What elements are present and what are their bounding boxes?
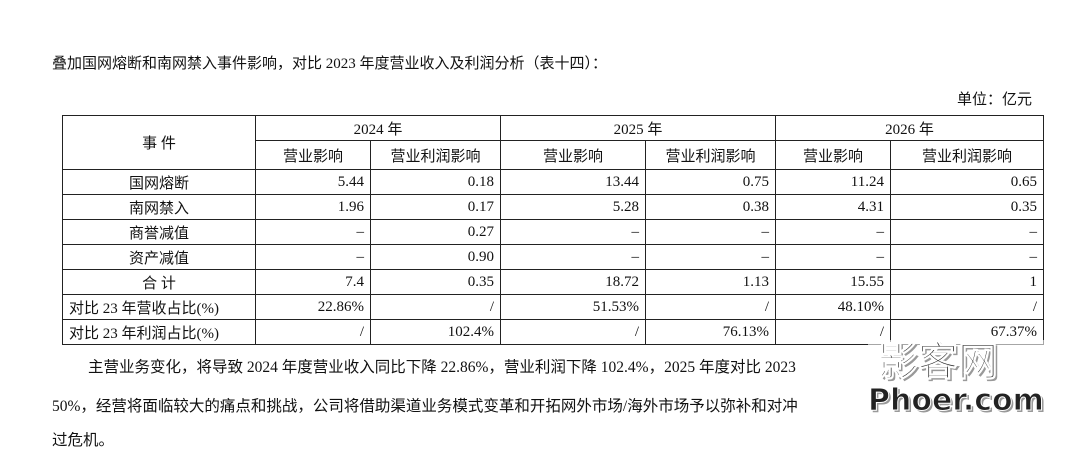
table-row: 南网禁入 1.96 0.17 5.28 0.38 4.31 0.35 [62, 194, 1044, 220]
header-row: 营业影响 营业利润影响 营业影响 营业利润影响 营业影响 营业利润影响 [63, 140, 1044, 170]
row-label: 资产减值 [62, 244, 256, 270]
table-cell: 0.65 [890, 169, 1044, 195]
table-cell: 76.13% [645, 319, 776, 345]
paragraph-line: 50%，经营将面临较大的痛点和挑战，公司将借助渠道业务模式变革和开拓网外市场/海… [52, 398, 798, 415]
table-cell: 5.44 [255, 169, 371, 195]
table-cell: 5.28 [500, 194, 646, 220]
table-cell: / [500, 319, 646, 345]
row-label: 合 计 [62, 269, 256, 295]
unit: 单位：亿元 [956, 92, 1032, 108]
table-cell: 13.44 [500, 169, 646, 195]
header-cell: 2025 年 [500, 115, 776, 141]
header-cell: 营业利润影响 [370, 140, 501, 170]
table-cell: 1.96 [255, 194, 371, 220]
table-cell: 0.18 [370, 169, 501, 195]
table-body: 事 件 2024 年 2025 年 2026 年营业影响 营业利润影响 营业影响 营业利润影… [62, 115, 1044, 345]
table-cell: 51.53% [500, 294, 646, 320]
intro: 叠加国网熔断和南网禁入事件影响，对比 2023 年度营业收入及利润分析（表十四）… [52, 56, 608, 72]
table-cell: – [500, 244, 646, 270]
header-row: 事 件 2024 年 2025 年 2026 年 [62, 115, 1044, 170]
table-cell: 18.72 [500, 269, 646, 295]
header-cell: 营业影响 [500, 140, 646, 170]
watermark-cn: 影客网 [878, 340, 999, 385]
header-cell: 2024 年 [255, 115, 501, 141]
table-row: 合 计 7.4 0.35 18.72 1.13 15.55 1 [62, 269, 1044, 295]
table-cell: – [500, 219, 646, 245]
row-label: 国网熔断 [62, 169, 256, 195]
header-cell: 营业利润影响 [645, 140, 776, 170]
table-cell: – [775, 219, 891, 245]
table-cell: 0.35 [370, 269, 501, 295]
table-cell: – [255, 244, 371, 270]
table-cell: / [255, 319, 371, 345]
table-cell: 22.86% [255, 294, 371, 320]
table-row: 商誉减值 –0.27– – – – [62, 219, 1044, 245]
table-cell: 1.13 [645, 269, 776, 295]
header-cell: 营业利润影响 [890, 140, 1044, 170]
row-label: 南网禁入 [62, 194, 256, 220]
header-cell: 2026 年 [775, 115, 1044, 141]
table-cell: – [890, 244, 1044, 270]
table-cell: 7.4 [255, 269, 371, 295]
table-cell: 4.31 [775, 194, 891, 220]
table-cell: / [645, 294, 776, 320]
table-row: 对比 23 年营收占比(%) 22.86%/51.53%/48.10% / [62, 294, 1044, 320]
row-label: 商誉减值 [62, 219, 256, 245]
row-label: 对比 23 年营收占比(%) [62, 294, 256, 320]
table-cell: 1 [890, 269, 1044, 295]
table-cell: 48.10% [775, 294, 891, 320]
table-cell: – [890, 219, 1044, 245]
paragraph-line: 主营业务变化，将导致 2024 年度营业收入同比下降 22.86%，营业利润下降… [88, 359, 796, 376]
header-cell: 营业影响 [775, 140, 891, 170]
table-cell: / [370, 294, 501, 320]
table-cell: / [890, 294, 1044, 320]
table-cell: – [775, 244, 891, 270]
paragraph-line: 过危机。 [52, 432, 115, 449]
table-cell: 0.38 [645, 194, 776, 220]
table-cell: – [645, 219, 776, 245]
table-cell: 0.27 [370, 219, 501, 245]
table-cell: 102.4% [370, 319, 501, 345]
table-cell: – [255, 219, 371, 245]
watermark: 影客网 Phoer.com [868, 340, 1046, 422]
table-cell: 15.55 [775, 269, 891, 295]
header-cell: 营业影响 [255, 140, 371, 170]
table-row: 资产减值 –0.90– – – – [62, 244, 1044, 270]
table-cell: – [645, 244, 776, 270]
table-cell: 0.17 [370, 194, 501, 220]
table-row: 国网熔断 5.44 0.18 13.44 0.75 11.24 0.65 [62, 169, 1044, 195]
header-cell: 事 件 [62, 115, 256, 170]
table: 事 件 2024 年 2025 年 2026 年营业影响 营业利润影响 营业影响 营业利润影… [62, 115, 1044, 345]
row-label: 对比 23 年利润占比(%) [62, 319, 256, 345]
table-cell: 11.24 [775, 169, 891, 195]
table-cell: / [775, 319, 891, 345]
table-cell: 0.90 [370, 244, 501, 270]
watermark-en: Phoer.com [868, 383, 1044, 418]
table-cell: 0.35 [890, 194, 1044, 220]
table-cell: 0.75 [645, 169, 776, 195]
